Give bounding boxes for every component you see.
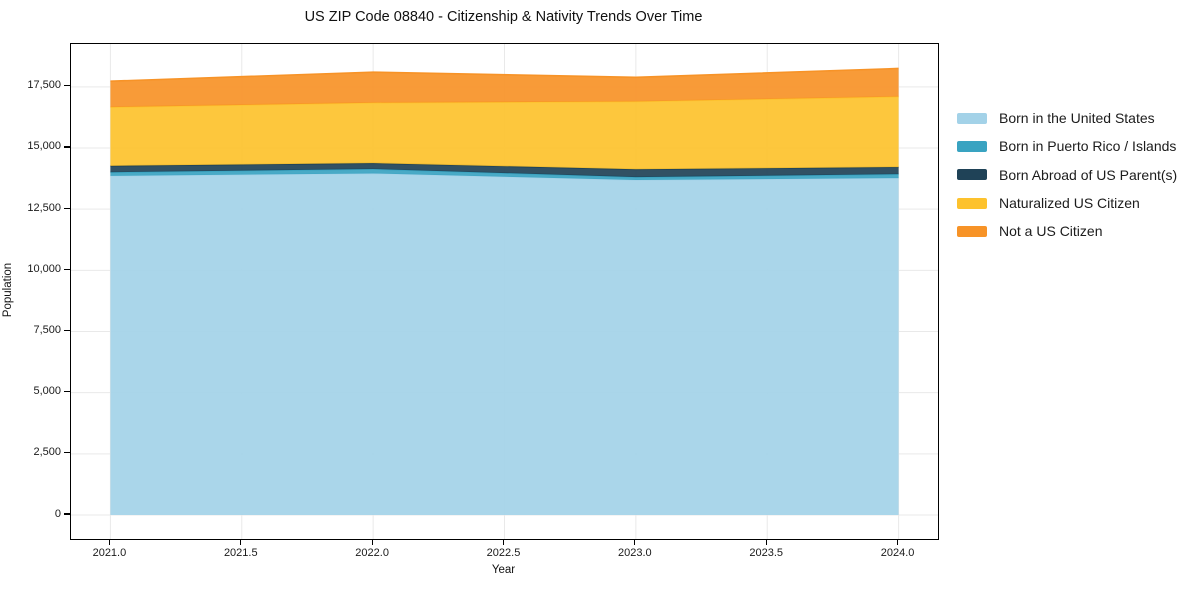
x-tick-mark	[765, 539, 767, 546]
y-tick-mark	[64, 207, 70, 209]
y-tick-label: 17,500	[27, 79, 61, 92]
x-axis-label: Year	[491, 564, 516, 576]
y-tick-label: 5,000	[33, 385, 61, 398]
y-tick-mark	[64, 329, 70, 332]
area-born-in-puerto-rico-islands	[110, 169, 899, 181]
plot-area	[70, 43, 939, 540]
x-tick-mark	[108, 539, 110, 546]
x-tick-mark	[240, 539, 242, 546]
x-tick-label: 2023.0	[618, 547, 652, 559]
chart-title: US ZIP Code 08840 - Citizenship & Nativi…	[304, 9, 703, 25]
legend-label: Born in Puerto Rico / Islands	[999, 138, 1177, 155]
area-topline	[110, 67, 899, 82]
y-tick-mark	[64, 513, 70, 515]
x-tick-label: 2022.5	[486, 547, 521, 559]
x-tick-label: 2023.5	[749, 547, 784, 559]
y-axis-label: Population	[2, 262, 14, 318]
y-tick-label: 15,000	[27, 140, 61, 153]
y-tick-label: 2,500	[33, 446, 61, 459]
legend-label: Naturalized US Citizen	[999, 195, 1140, 212]
legend-swatch-icon	[957, 197, 987, 209]
legend-row: Born in the United States	[957, 104, 1177, 132]
y-tick-label: 0	[54, 507, 61, 520]
x-tick-label: 2024.0	[880, 547, 915, 559]
legend-row: Born Abroad of US Parent(s)	[957, 161, 1177, 189]
y-tick-label: 12,500	[27, 201, 61, 214]
x-tick-label: 2021.5	[223, 547, 258, 559]
legend-row: Born in Puerto Rico / Islands	[957, 132, 1177, 160]
legend-swatch-icon	[957, 169, 987, 181]
stacked-area-svg	[71, 44, 938, 539]
legend-swatch-icon	[957, 112, 987, 124]
y-tick-mark	[64, 85, 70, 87]
y-tick-mark	[64, 146, 70, 148]
y-tick-mark	[64, 268, 70, 270]
x-tick-mark	[634, 539, 636, 546]
legend-label: Born in the United States	[999, 110, 1155, 127]
legend: Born in the United States Born in Puerto …	[957, 104, 1177, 245]
area-not-a-us-citizen	[110, 68, 899, 108]
area-born-abroad-of-us-parent-s-	[110, 163, 899, 178]
x-tick-mark	[502, 539, 505, 546]
y-tick-label: 7,500	[33, 324, 61, 336]
x-tick-label: 2022.0	[355, 547, 389, 559]
legend-label: Not a US Citizen	[999, 223, 1103, 240]
legend-row: Naturalized US Citizen	[957, 189, 1177, 217]
x-tick-mark	[896, 539, 899, 546]
y-tick-label: 10,000	[27, 262, 61, 275]
y-tick-mark	[64, 452, 70, 454]
legend-label: Born Abroad of US Parent(s)	[999, 166, 1178, 183]
legend-swatch-icon	[957, 140, 987, 152]
x-tick-label: 2021.0	[92, 547, 127, 559]
legend-swatch-icon	[957, 225, 987, 237]
area-born-in-the-united-states	[110, 173, 899, 516]
legend-row: Not a US Citizen	[957, 217, 1177, 245]
x-tick-mark	[371, 539, 373, 546]
area-naturalized-us-citizen	[110, 96, 899, 170]
y-tick-mark	[64, 391, 70, 393]
